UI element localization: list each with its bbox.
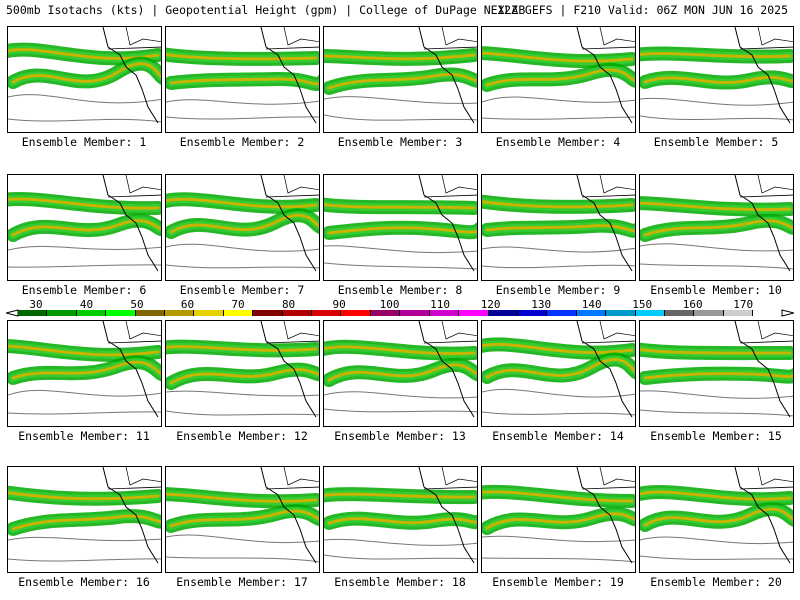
colorbar-label: 60 [180, 298, 195, 311]
ensemble-caption-15: Ensemble Member: 15 [650, 429, 782, 443]
colorbar-label: 110 [430, 298, 451, 311]
ensemble-caption-3: Ensemble Member: 3 [337, 135, 463, 149]
ensemble-panel-1 [7, 26, 162, 133]
ensemble-panel-10 [639, 174, 794, 281]
ensemble-caption-14: Ensemble Member: 14 [492, 429, 624, 443]
ensemble-caption-7: Ensemble Member: 7 [179, 283, 305, 297]
colorbar-label: 80 [281, 298, 296, 311]
ensemble-panel-8 [323, 174, 478, 281]
colorbar-cell [517, 310, 548, 316]
colorbar-cell [370, 310, 401, 316]
colorbar-cell [488, 310, 518, 316]
header-run-info: 12Z GEFS | F210 Valid: 06Z MON JUN 16 20… [497, 3, 788, 17]
colorbar-cell [223, 310, 254, 316]
ensemble-panel-7 [165, 174, 320, 281]
colorbar-cell [282, 310, 313, 316]
colorbar-cells [18, 310, 754, 316]
colorbar-cell [194, 310, 224, 316]
ensemble-panel-5 [639, 26, 794, 133]
colorbar-cell [606, 310, 636, 316]
ensemble-caption-9: Ensemble Member: 9 [495, 283, 621, 297]
colorbar-cell [135, 310, 166, 316]
ensemble-caption-12: Ensemble Member: 12 [176, 429, 308, 443]
ensemble-caption-4: Ensemble Member: 4 [495, 135, 621, 149]
colorbar-label: 160 [682, 298, 703, 311]
colorbar-cell [664, 310, 695, 316]
ensemble-caption-5: Ensemble Member: 5 [653, 135, 779, 149]
colorbar-cell [429, 310, 460, 316]
ensemble-panel-15 [639, 320, 794, 427]
ensemble-panel-2 [165, 26, 320, 133]
header-title: 500mb Isotachs (kts) | Geopotential Heig… [6, 3, 526, 17]
ensemble-caption-19: Ensemble Member: 19 [492, 575, 624, 589]
ensemble-panel-3 [323, 26, 478, 133]
colorbar-label: 30 [29, 298, 43, 311]
colorbar-label: 100 [379, 298, 400, 311]
ensemble-caption-16: Ensemble Member: 16 [18, 575, 150, 589]
ensemble-caption-6: Ensemble Member: 6 [21, 283, 147, 297]
colorbar-label: 90 [332, 298, 346, 311]
ensemble-panel-20 [639, 466, 794, 573]
ensemble-panel-6 [7, 174, 162, 281]
ensemble-panel-13 [323, 320, 478, 427]
colorbar-cell [635, 310, 665, 316]
colorbar-cell [400, 310, 430, 316]
ensemble-caption-11: Ensemble Member: 11 [18, 429, 150, 443]
colorbar-label: 40 [79, 298, 94, 311]
ensemble-caption-13: Ensemble Member: 13 [334, 429, 466, 443]
colorbar: 30 40 50 60 70 80 90 100 110 120 130 140 150 160 170 [6, 298, 794, 324]
colorbar-cell [18, 310, 48, 316]
colorbar-cell [576, 310, 607, 316]
colorbar-cell [47, 310, 77, 316]
ensemble-panel-17 [165, 466, 320, 573]
colorbar-cell [312, 310, 342, 316]
ensemble-caption-1: Ensemble Member: 1 [21, 135, 147, 149]
ensemble-caption-20: Ensemble Member: 20 [650, 575, 782, 589]
ensemble-caption-17: Ensemble Member: 17 [176, 575, 308, 589]
ensemble-caption-8: Ensemble Member: 8 [337, 283, 463, 297]
colorbar-cell [723, 310, 754, 316]
colorbar-cell [106, 310, 136, 316]
colorbar-cell [341, 310, 371, 316]
colorbar-cell [547, 310, 577, 316]
colorbar-label: 140 [581, 298, 602, 311]
ensemble-caption-2: Ensemble Member: 2 [179, 135, 305, 149]
colorbar-cell [165, 310, 195, 316]
ensemble-panel-16 [7, 466, 162, 573]
colorbar-label: 150 [632, 298, 653, 311]
ensemble-panel-18 [323, 466, 478, 573]
colorbar-cell [253, 310, 283, 316]
ensemble-panel-14 [481, 320, 636, 427]
ensemble-panel-12 [165, 320, 320, 427]
colorbar-label: 130 [531, 298, 552, 311]
ensemble-caption-10: Ensemble Member: 10 [650, 283, 782, 297]
colorbar-label: 120 [480, 298, 501, 311]
ensemble-panel-19 [481, 466, 636, 573]
colorbar-arrows [6, 309, 794, 317]
colorbar-cell [694, 310, 724, 316]
colorbar-label: 170 [733, 298, 754, 311]
colorbar-label: 70 [231, 298, 245, 311]
colorbar-label: 50 [130, 298, 144, 311]
ensemble-caption-18: Ensemble Member: 18 [334, 575, 466, 589]
ensemble-panel-9 [481, 174, 636, 281]
ensemble-panel-4 [481, 26, 636, 133]
ensemble-panel-11 [7, 320, 162, 427]
colorbar-cell [459, 310, 489, 316]
colorbar-cell [76, 310, 107, 316]
